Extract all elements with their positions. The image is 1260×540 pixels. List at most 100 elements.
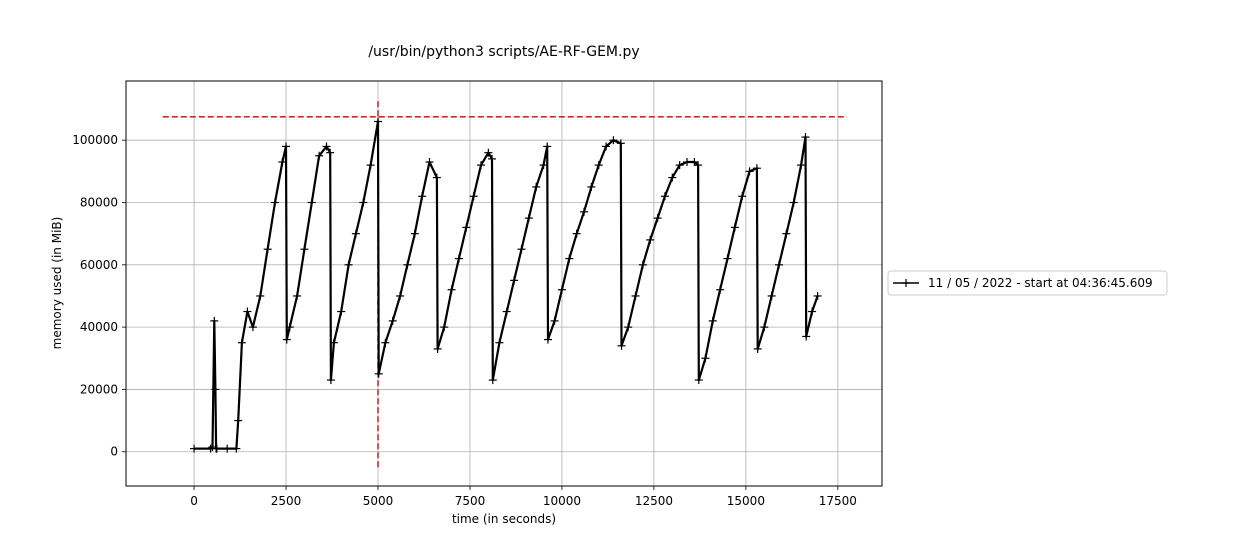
data-point xyxy=(270,198,279,207)
data-point xyxy=(753,344,762,353)
legend-label: 11 / 05 / 2022 - start at 04:36:45.609 xyxy=(928,276,1153,290)
data-point xyxy=(263,245,272,254)
data-point xyxy=(282,335,291,344)
data-point xyxy=(801,133,810,142)
x-tick-label: 2500 xyxy=(271,494,302,508)
legend: 11 / 05 / 2022 - start at 04:36:45.609 xyxy=(887,270,1168,296)
data-point xyxy=(410,229,419,238)
series-layer xyxy=(190,117,822,453)
data-point xyxy=(653,214,662,223)
data-point xyxy=(550,316,559,325)
data-point xyxy=(454,254,463,263)
data-point xyxy=(565,254,574,263)
data-point xyxy=(683,158,692,166)
x-tick-label: 7500 xyxy=(455,494,486,508)
data-point xyxy=(646,235,655,244)
data-point xyxy=(418,192,427,201)
data-point xyxy=(539,161,548,170)
data-point xyxy=(524,214,533,223)
data-point xyxy=(802,332,811,341)
data-point xyxy=(532,182,541,191)
annotation-layer xyxy=(162,99,848,468)
x-axis-label: time (in seconds) xyxy=(452,512,556,526)
data-point xyxy=(278,158,287,166)
data-point xyxy=(723,254,732,263)
data-point xyxy=(488,376,497,385)
data-point xyxy=(256,291,265,300)
legend-box xyxy=(887,270,1168,296)
data-point xyxy=(315,151,324,160)
data-point xyxy=(745,167,754,176)
data-point xyxy=(374,117,382,126)
data-point xyxy=(477,161,486,170)
data-point xyxy=(594,161,603,170)
data-point xyxy=(638,260,647,269)
data-point xyxy=(366,161,375,170)
data-point xyxy=(381,338,390,347)
data-point xyxy=(248,323,257,332)
data-point xyxy=(212,444,221,453)
data-point xyxy=(396,291,405,300)
data-point xyxy=(587,182,596,191)
y-tick-label: 100000 xyxy=(72,133,118,147)
x-tick-label: 12500 xyxy=(635,494,673,508)
data-point xyxy=(543,335,552,344)
y-axis-label: memory used (in MiB) xyxy=(50,217,64,350)
data-point xyxy=(631,291,640,300)
data-point xyxy=(223,444,232,453)
grid-layer xyxy=(126,81,882,486)
data-point xyxy=(517,245,526,254)
data-point xyxy=(237,338,246,347)
chart-title: /usr/bin/python3 scripts/AE-RF-GEM.py xyxy=(368,44,639,60)
data-point xyxy=(624,323,633,332)
data-point xyxy=(359,198,368,207)
x-tick-label: 5000 xyxy=(363,494,394,508)
data-point xyxy=(752,164,761,173)
data-point xyxy=(708,316,717,325)
y-tick-label: 60000 xyxy=(80,258,118,272)
data-point xyxy=(243,307,252,316)
data-point xyxy=(694,376,703,385)
data-point xyxy=(433,344,442,353)
data-point xyxy=(730,223,739,232)
data-point xyxy=(432,173,441,182)
data-point xyxy=(190,444,199,453)
data-point xyxy=(282,142,291,151)
data-point xyxy=(293,291,302,300)
data-point xyxy=(462,223,471,232)
data-point xyxy=(234,416,243,425)
x-tick-label: 17500 xyxy=(819,494,857,508)
data-point xyxy=(580,207,589,216)
data-point xyxy=(425,158,434,166)
data-point xyxy=(495,338,504,347)
data-point xyxy=(616,139,625,148)
data-point xyxy=(767,291,776,300)
data-point xyxy=(774,260,783,269)
y-tick-label: 80000 xyxy=(80,196,118,210)
data-point xyxy=(789,198,798,207)
data-point xyxy=(326,376,335,385)
data-point xyxy=(469,192,478,201)
data-point xyxy=(285,323,294,332)
y-tick-label: 20000 xyxy=(80,382,118,396)
plot-frame xyxy=(125,80,883,487)
x-tick-label: 0 xyxy=(190,494,198,508)
data-point xyxy=(488,154,497,163)
data-point xyxy=(694,161,703,170)
data-point xyxy=(374,369,383,378)
data-point xyxy=(322,142,331,151)
data-point xyxy=(351,229,360,238)
data-point xyxy=(660,192,669,201)
data-point xyxy=(602,142,611,151)
data-point xyxy=(510,276,519,285)
data-point xyxy=(440,323,449,332)
tick-layer: 0 2500 5000 7500 10000 12500 15000 17500 0 20000 4… xyxy=(72,133,857,508)
series-line xyxy=(194,120,819,450)
data-point xyxy=(609,136,618,145)
data-point xyxy=(668,173,677,182)
data-point xyxy=(502,307,511,316)
data-point xyxy=(543,142,552,151)
data-point xyxy=(808,307,817,316)
data-point xyxy=(403,260,412,269)
